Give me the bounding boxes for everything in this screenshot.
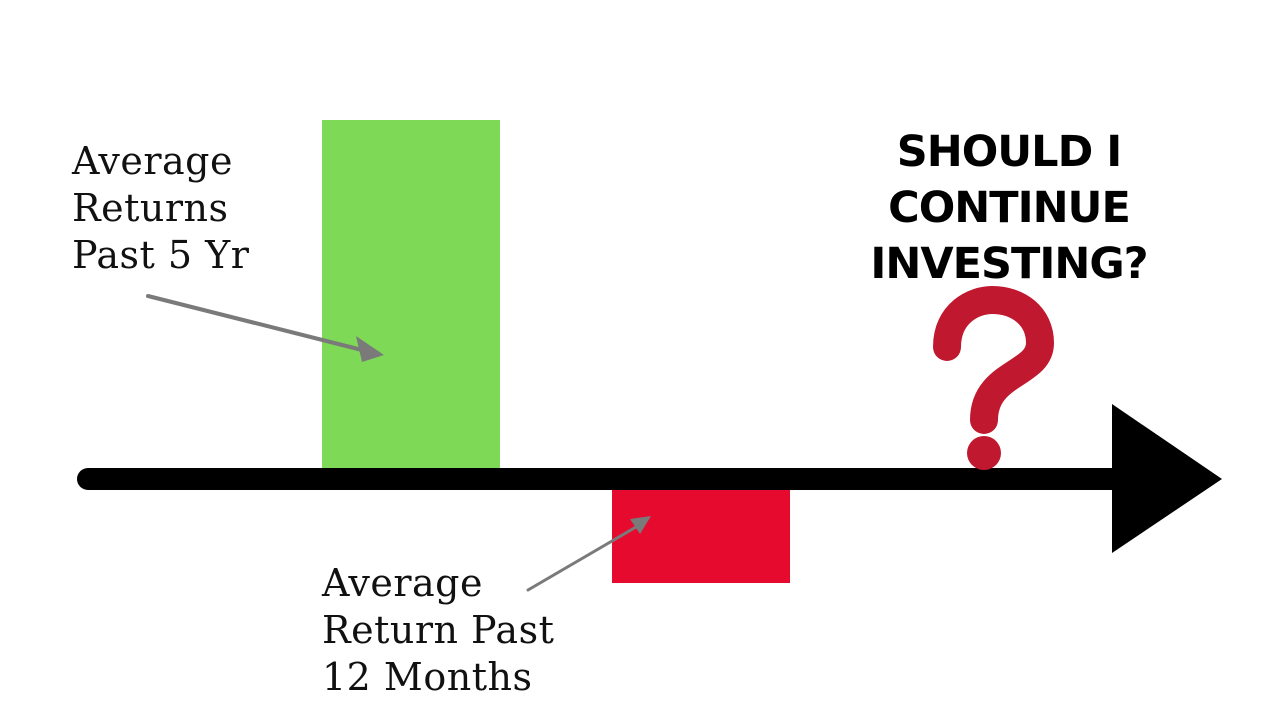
positive-pointer-line	[146, 294, 364, 352]
negative-label-line-3: 12 Months	[322, 655, 533, 699]
question-mark-icon	[933, 286, 1054, 470]
question-line-1: SHOULD I	[896, 127, 1123, 177]
positive-label-line-3: Past 5 Yr	[72, 233, 250, 277]
positive-bar-label: Average Returns Past 5 Yr	[72, 138, 249, 279]
question-heading: SHOULD I CONTINUE INVESTING?	[850, 124, 1168, 292]
negative-return-bar	[612, 490, 790, 583]
negative-pointer-arrowhead	[630, 516, 651, 534]
positive-return-bar	[322, 120, 500, 468]
positive-label-line-1: Average	[72, 139, 233, 183]
negative-pointer-line	[526, 525, 638, 592]
question-line-3: INVESTING?	[870, 239, 1148, 289]
negative-label-line-1: Average	[322, 561, 483, 605]
negative-bar-label: Average Return Past 12 Months	[322, 560, 554, 701]
negative-label-line-2: Return Past	[322, 608, 555, 652]
positive-pointer-arrowhead	[356, 336, 384, 362]
question-line-2: CONTINUE	[888, 183, 1131, 233]
positive-label-line-2: Returns	[72, 186, 229, 230]
time-axis-arrowhead	[1112, 404, 1222, 553]
